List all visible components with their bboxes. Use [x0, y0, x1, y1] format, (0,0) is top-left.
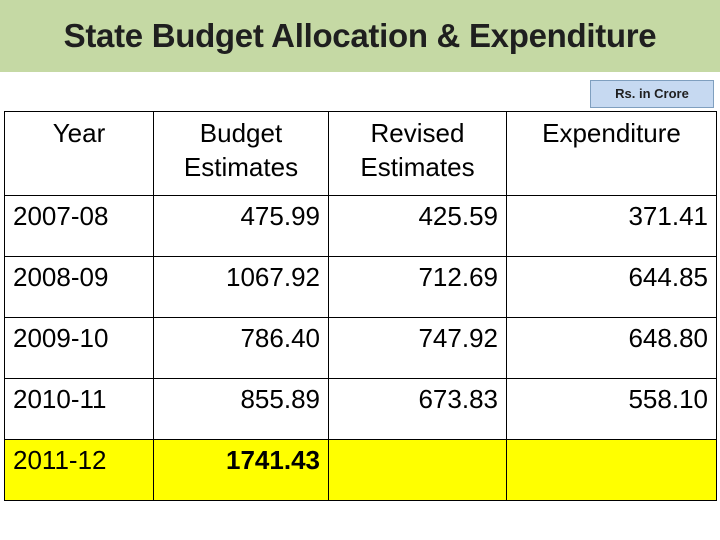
header-year-line1: Year	[52, 118, 106, 148]
header-budget-line1: Budget	[199, 118, 283, 148]
cell-year: 2009-10	[4, 317, 154, 379]
header-year: Year	[4, 111, 154, 196]
table-header-row: Year Budget Estimates Revised Estimates …	[4, 111, 717, 196]
header-budget-estimates: Budget Estimates	[153, 111, 329, 196]
header-revised-line1: Revised	[370, 118, 465, 148]
page-title: State Budget Allocation & Expenditure	[63, 17, 657, 54]
cell-expenditure: 644.85	[506, 256, 717, 318]
cell-expenditure: 371.41	[506, 195, 717, 257]
table-row: 2009-10 786.40 747.92 648.80	[4, 317, 717, 379]
cell-revised-estimate: 712.69	[328, 256, 507, 318]
budget-table: Year Budget Estimates Revised Estimates …	[4, 111, 717, 501]
cell-budget-estimate: 1067.92	[153, 256, 329, 318]
header-revised-estimates: Revised Estimates	[328, 111, 507, 196]
cell-revised-estimate: 673.83	[328, 378, 507, 440]
cell-revised-estimate: 747.92	[328, 317, 507, 379]
table-row-highlighted: 2011-12 1741.43	[4, 439, 717, 501]
unit-badge: Rs. in Crore	[590, 80, 714, 108]
cell-expenditure: 648.80	[506, 317, 717, 379]
title-bar	[0, 0, 720, 72]
cell-budget-estimate: 1741.43	[153, 439, 329, 501]
header-budget-line2: Estimates	[183, 152, 299, 182]
cell-year: 2011-12	[4, 439, 154, 501]
header-expenditure-line1: Expenditure	[542, 118, 681, 148]
header-expenditure: Expenditure	[506, 111, 717, 196]
table-row: 2008-09 1067.92 712.69 644.85	[4, 256, 717, 318]
cell-year: 2007-08	[4, 195, 154, 257]
cell-budget-estimate: 855.89	[153, 378, 329, 440]
cell-expenditure: 558.10	[506, 378, 717, 440]
cell-revised-estimate: 425.59	[328, 195, 507, 257]
table-row: 2007-08 475.99 425.59 371.41	[4, 195, 717, 257]
cell-budget-estimate: 475.99	[153, 195, 329, 257]
cell-year: 2010-11	[4, 378, 154, 440]
cell-budget-estimate: 786.40	[153, 317, 329, 379]
cell-expenditure	[506, 439, 717, 501]
cell-year: 2008-09	[4, 256, 154, 318]
table-row: 2010-11 855.89 673.83 558.10	[4, 378, 717, 440]
cell-revised-estimate	[328, 439, 507, 501]
header-revised-line2: Estimates	[360, 152, 475, 182]
